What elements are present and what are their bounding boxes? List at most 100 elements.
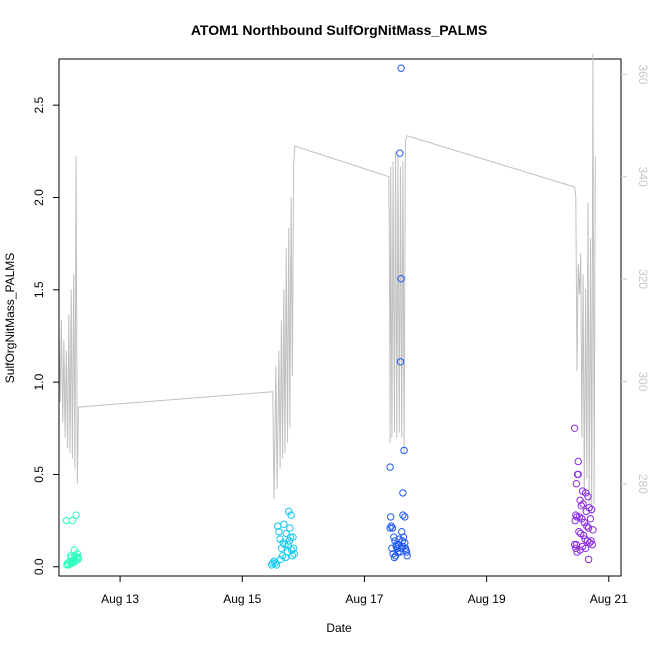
data-point xyxy=(584,524,593,532)
data-point xyxy=(290,550,298,558)
y2-tick-label: 300 xyxy=(636,371,650,391)
data-point xyxy=(573,513,581,521)
data-point xyxy=(401,513,409,521)
data-point xyxy=(288,552,297,560)
data-point xyxy=(397,64,405,72)
data-point xyxy=(574,470,582,479)
data-point xyxy=(67,559,75,567)
data-point xyxy=(388,524,397,532)
data-point xyxy=(581,544,590,552)
data-point xyxy=(286,524,294,532)
data-point xyxy=(574,457,582,466)
data-point xyxy=(289,533,297,541)
data-point xyxy=(400,446,408,455)
data-point xyxy=(584,492,592,501)
data-point xyxy=(69,557,77,565)
data-point xyxy=(401,539,409,547)
data-point xyxy=(277,555,285,564)
data-point xyxy=(271,559,279,567)
data-point xyxy=(281,540,289,549)
y-tick-label: 2.0 xyxy=(32,189,46,206)
data-point xyxy=(587,537,595,545)
y-tick-label: 1.5 xyxy=(32,281,46,298)
x-axis-label: Date xyxy=(326,621,352,635)
data-point xyxy=(275,528,283,536)
y-tick-label: 0.5 xyxy=(32,466,46,483)
data-point xyxy=(571,516,579,525)
data-point xyxy=(578,515,586,523)
data-point xyxy=(570,424,579,432)
axes-layer: Aug 13 Aug 15 Aug 17 Aug 19 Aug 21 0.0 0.5 1.0 1… xyxy=(32,64,650,606)
data-point xyxy=(282,529,290,538)
data-point xyxy=(281,553,290,562)
line-layer xyxy=(58,53,596,515)
data-point xyxy=(272,561,281,569)
data-point xyxy=(65,561,73,569)
y-axis-label: SulfOrgNitMass_PALMS xyxy=(3,253,17,383)
data-point xyxy=(575,513,584,521)
data-point xyxy=(280,520,288,528)
data-point xyxy=(288,546,296,554)
data-point xyxy=(386,524,394,532)
data-point xyxy=(395,535,403,543)
data-point xyxy=(583,537,592,545)
data-point xyxy=(284,540,292,549)
y2-tick-label: 340 xyxy=(636,167,650,187)
data-point xyxy=(287,511,295,519)
data-point xyxy=(72,511,80,519)
data-point xyxy=(286,533,295,541)
data-point xyxy=(63,561,71,569)
data-point xyxy=(577,502,585,510)
data-point xyxy=(575,528,583,536)
data-point xyxy=(390,553,399,562)
data-point xyxy=(588,540,596,549)
data-point xyxy=(68,516,77,525)
data-point xyxy=(388,544,396,552)
y2-tick-label: 320 xyxy=(636,269,650,289)
data-point xyxy=(267,561,276,569)
x-tick-label: Aug 17 xyxy=(345,592,383,606)
data-point xyxy=(386,463,394,471)
points-layer xyxy=(62,64,597,569)
y-tick-label: 1.0 xyxy=(32,373,46,390)
chart-title: ATOM1 Northbound SulfOrgNitMass_PALMS xyxy=(191,22,487,38)
data-point xyxy=(572,544,580,552)
data-point xyxy=(396,358,405,366)
data-point xyxy=(572,480,581,488)
data-point xyxy=(391,552,400,560)
y-tick-label: 2.5 xyxy=(32,97,46,114)
x-tick-label: Aug 15 xyxy=(223,592,261,606)
data-point xyxy=(583,522,591,530)
data-point xyxy=(399,511,407,519)
data-point xyxy=(589,526,597,534)
x-tick-label: Aug 13 xyxy=(101,592,139,606)
data-point xyxy=(289,544,298,552)
data-point xyxy=(62,516,71,525)
data-point xyxy=(402,548,411,556)
data-point xyxy=(285,507,293,516)
data-point xyxy=(581,489,590,497)
data-point xyxy=(401,544,410,552)
y2-tick-label: 360 xyxy=(636,64,650,84)
data-point xyxy=(579,500,587,508)
data-point xyxy=(396,149,404,157)
data-point xyxy=(387,513,395,521)
data-point xyxy=(588,505,596,514)
data-point xyxy=(398,528,406,536)
x-tick-label: Aug 19 xyxy=(468,592,506,606)
data-point xyxy=(572,540,581,549)
data-point xyxy=(586,515,595,523)
data-point xyxy=(394,548,402,556)
data-point xyxy=(397,275,405,283)
data-point xyxy=(572,511,580,519)
data-point xyxy=(399,489,407,497)
x-tick-label: Aug 21 xyxy=(590,592,628,606)
data-point xyxy=(269,559,277,567)
data-point xyxy=(387,522,395,530)
data-point xyxy=(580,531,588,540)
data-point xyxy=(74,553,83,562)
plot-frame xyxy=(58,58,622,577)
data-point xyxy=(270,557,278,565)
series-line xyxy=(58,53,596,515)
